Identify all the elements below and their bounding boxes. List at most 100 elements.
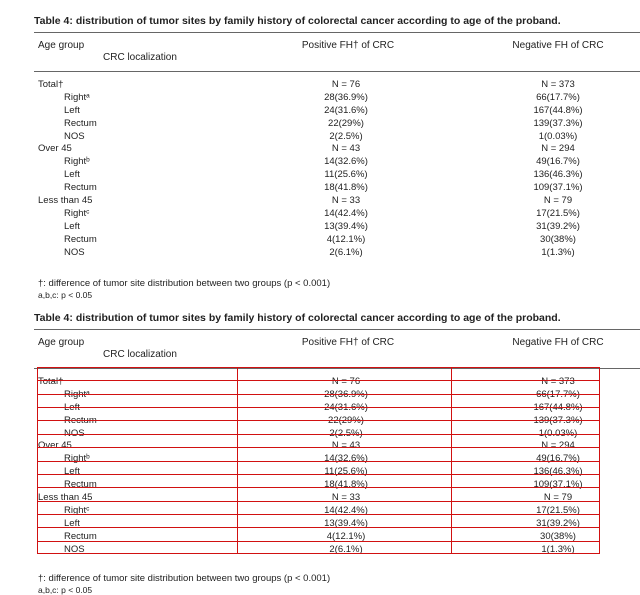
table-row: Rectum 18(41.8%) 109(37.1%) xyxy=(0,479,640,492)
positive-fh-cell: 2(6.1%) xyxy=(329,246,363,258)
negative-fh-cell: 139(37.3%) xyxy=(533,117,583,129)
table-row: Less than 45 N = 33 N = 79 xyxy=(0,492,640,505)
row-label: NOS xyxy=(64,246,85,258)
positive-fh-cell: 2(2.5%) xyxy=(329,427,363,439)
row-label: Rectum xyxy=(64,233,97,245)
table-row: Rectum 22(29%) 139(37.3%) xyxy=(0,415,640,428)
header-crc-localization: CRC localization xyxy=(103,52,177,63)
row-label: Over 45 xyxy=(38,440,72,452)
table-title: Table 4: distribution of tumor sites by … xyxy=(34,15,561,27)
row-label: Total† xyxy=(38,376,64,387)
positive-fh-cell: 14(32.6%) xyxy=(324,453,368,465)
row-label: Rightᵇ xyxy=(64,453,90,465)
negative-fh-cell: N = 294 xyxy=(541,440,575,452)
positive-fh-cell: 13(39.4%) xyxy=(324,220,368,232)
row-label: Left xyxy=(64,466,80,478)
positive-fh-cell: 18(41.8%) xyxy=(324,479,368,491)
cell-grid-row-divider xyxy=(37,380,600,382)
positive-fh-cell: 14(32.6%) xyxy=(324,156,368,168)
footnote-abc: a,b,c: p < 0.05 xyxy=(38,585,93,595)
header-negative-fh: Negative FH of CRC xyxy=(512,40,604,51)
table-row: Left 11(25.6%) 136(46.3%) xyxy=(0,466,640,479)
negative-fh-cell: 167(44.8%) xyxy=(533,104,583,116)
table-row: NOS 2(6.1%) 1(1.3%) xyxy=(0,247,640,260)
negative-fh-cell: N = 373 xyxy=(541,376,575,387)
negative-fh-cell: 49(16.7%) xyxy=(536,453,580,465)
positive-fh-cell: 2(2.5%) xyxy=(329,130,363,142)
row-label: Total† xyxy=(38,79,64,90)
negative-fh-cell: 139(37.3%) xyxy=(533,414,583,426)
positive-fh-cell: 22(29%) xyxy=(328,414,364,426)
cell-grid-row-divider xyxy=(37,500,600,502)
table-row: Rightᵇ 14(32.6%) 49(16.7%) xyxy=(0,156,640,169)
row-label: Less than 45 xyxy=(38,195,93,207)
header-negative-fh: Negative FH of CRC xyxy=(512,337,604,348)
header-top-rule xyxy=(34,329,640,330)
cell-grid-row-divider xyxy=(37,407,600,409)
header-bottom-rule xyxy=(34,71,640,72)
table-row: NOS 2(2.5%) 1(0.03%) xyxy=(0,428,640,441)
table-row: NOS 2(6.1%) 1(1.3%) xyxy=(0,544,640,557)
row-label: Rightᵇ xyxy=(64,156,90,168)
row-label: Left xyxy=(64,169,80,181)
positive-fh-cell: N = 33 xyxy=(331,492,361,504)
positive-fh-cell: 11(25.6%) xyxy=(324,466,368,478)
table-row: Over 45 N = 43 N = 294 xyxy=(0,440,640,453)
cell-grid-row-divider xyxy=(37,487,600,489)
table-row: Total† N = 76 N = 373 xyxy=(0,79,640,92)
negative-fh-cell: 1(0.03%) xyxy=(538,130,578,142)
table-row: Left 13(39.4%) 31(39.2%) xyxy=(0,221,640,234)
table-row: Left 11(25.6%) 136(46.3%) xyxy=(0,169,640,182)
cell-grid-row-divider xyxy=(37,460,600,462)
positive-fh-cell: N = 76 xyxy=(331,376,361,387)
row-label: Over 45 xyxy=(38,143,72,155)
cell-grid-row-divider xyxy=(37,393,600,395)
negative-fh-cell: 1(1.3%) xyxy=(541,543,575,555)
row-label: NOS xyxy=(64,543,85,555)
positive-fh-cell: 4(12.1%) xyxy=(326,233,366,245)
cell-grid-row-divider xyxy=(37,447,600,449)
row-label: NOS xyxy=(64,130,85,142)
negative-fh-cell: 66(17.7%) xyxy=(536,91,580,103)
table-title: Table 4: distribution of tumor sites by … xyxy=(34,312,561,324)
positive-fh-cell: N = 76 xyxy=(331,79,361,90)
table-row: Rightᵃ 28(36.9%) 66(17.7%) xyxy=(0,92,640,105)
table-row: Left 24(31.6%) 167(44.8%) xyxy=(0,105,640,118)
negative-fh-cell: 136(46.3%) xyxy=(533,169,583,181)
cell-grid-row-divider xyxy=(37,473,600,475)
negative-fh-cell: N = 294 xyxy=(541,143,575,155)
negative-fh-cell: 30(38%) xyxy=(540,233,576,245)
table-row: Rectum 22(29%) 139(37.3%) xyxy=(0,118,640,131)
table-row: Rectum 18(41.8%) 109(37.1%) xyxy=(0,182,640,195)
negative-fh-cell: 1(0.03%) xyxy=(538,427,578,439)
table-row: NOS 2(2.5%) 1(0.03%) xyxy=(0,131,640,144)
negative-fh-cell: N = 79 xyxy=(543,492,573,504)
header-positive-fh: Positive FH† of CRC xyxy=(301,337,395,348)
header-age-group: Age group xyxy=(38,40,85,51)
header-crc-localization: CRC localization xyxy=(103,349,177,360)
row-label: Rightᵃ xyxy=(64,91,90,103)
negative-fh-cell: 17(21.5%) xyxy=(536,207,580,219)
table-row: Less than 45 N = 33 N = 79 xyxy=(0,195,640,208)
header-bottom-rule xyxy=(34,368,640,369)
negative-fh-cell: 17(21.5%) xyxy=(536,504,580,516)
table-row: Rectum 4(12.1%) 30(38%) xyxy=(0,531,640,544)
table-row: Rectum 4(12.1%) 30(38%) xyxy=(0,234,640,247)
table-row: Rightᶜ 14(42.4%) 17(21.5%) xyxy=(0,505,640,518)
row-label: Left xyxy=(64,104,80,116)
header-positive-fh: Positive FH† of CRC xyxy=(301,40,395,51)
negative-fh-cell: N = 79 xyxy=(543,195,573,207)
cell-grid-row-divider xyxy=(37,540,600,542)
negative-fh-cell: 1(1.3%) xyxy=(541,246,575,258)
positive-fh-cell: 28(36.9%) xyxy=(324,91,368,103)
negative-fh-cell: 30(38%) xyxy=(540,530,576,542)
row-label: Rightᶜ xyxy=(64,207,90,219)
positive-fh-cell: N = 33 xyxy=(331,195,361,207)
negative-fh-cell: 109(37.1%) xyxy=(533,182,583,194)
positive-fh-cell: 18(41.8%) xyxy=(324,182,368,194)
footnote-abc: a,b,c: p < 0.05 xyxy=(38,290,93,300)
row-label: Rectum xyxy=(64,530,97,542)
positive-fh-cell: 4(12.1%) xyxy=(326,530,366,542)
cell-grid-row-divider xyxy=(37,527,600,529)
footnote-dagger: †: difference of tumor site distribution… xyxy=(38,573,331,584)
